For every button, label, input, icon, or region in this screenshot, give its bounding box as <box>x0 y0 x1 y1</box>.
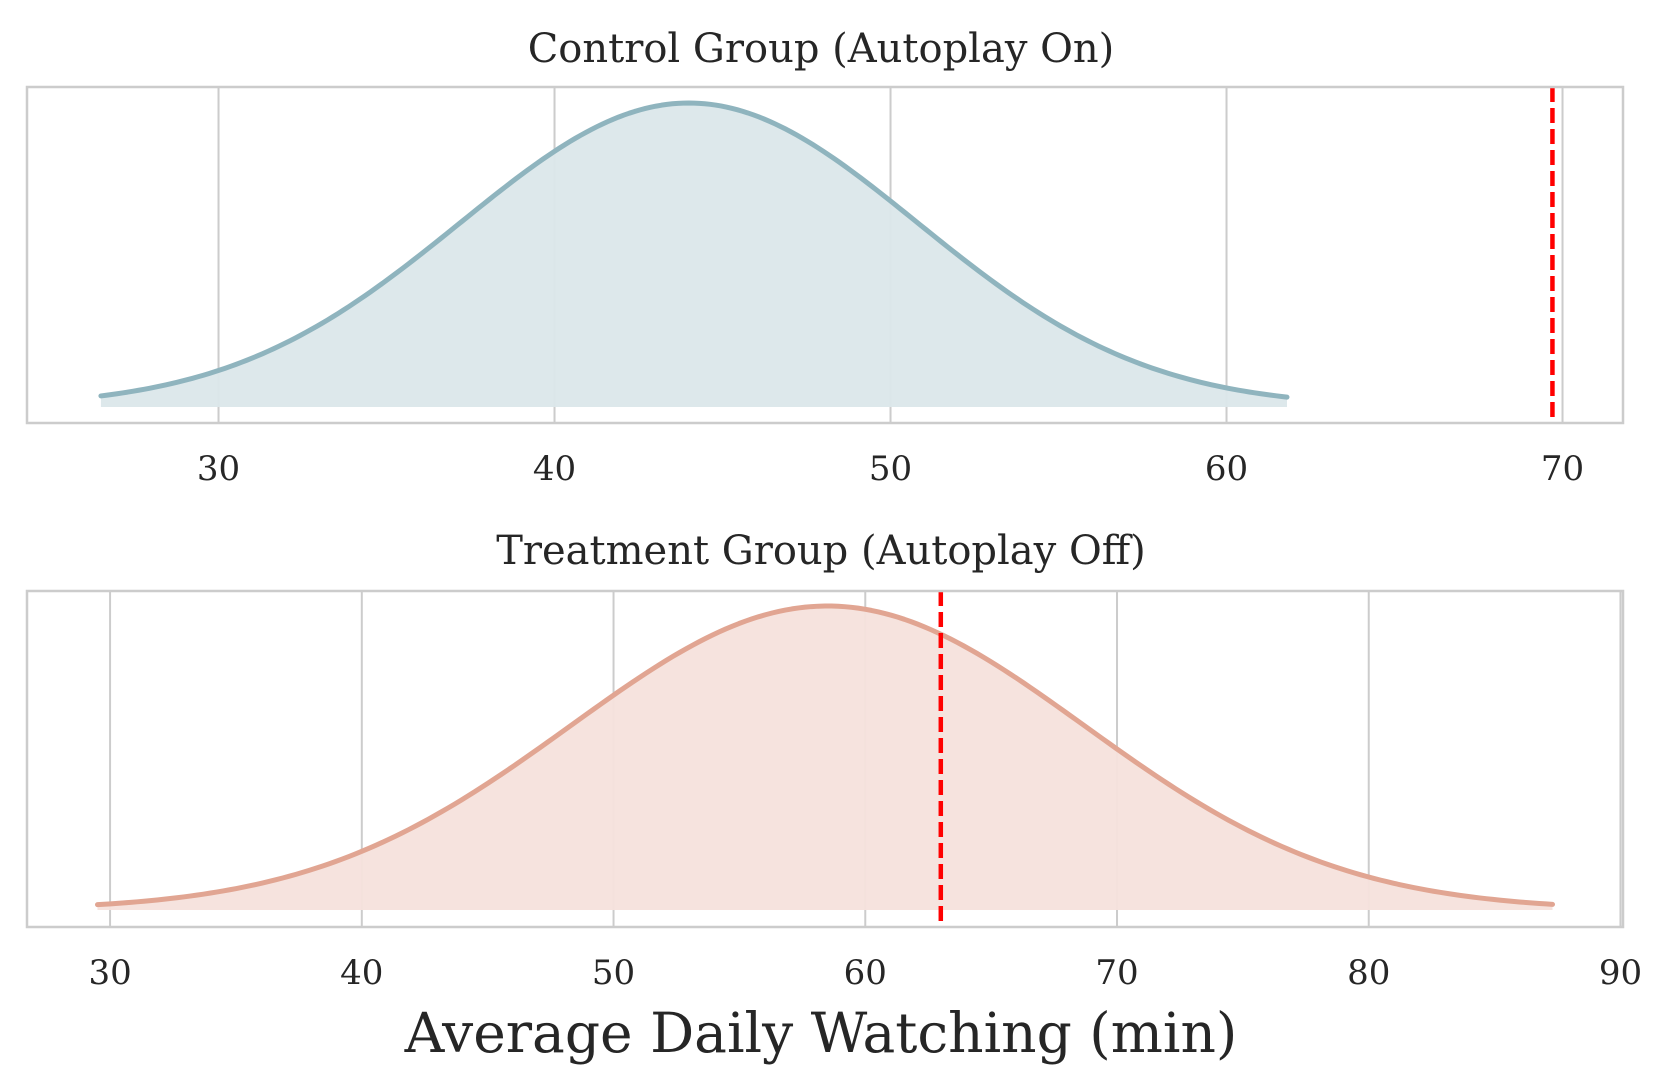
control-x-tick-label: 40 <box>533 449 576 489</box>
control-x-tick-label: 30 <box>197 449 240 489</box>
treatment-density-fill <box>97 606 1553 910</box>
treatment-density-line <box>94 603 1556 908</box>
treatment-x-ticks: 30 40 50 60 70 80 90 <box>88 953 1642 993</box>
treatment-plot-frame <box>25 589 1625 929</box>
x-axis-label: Average Daily Watching (min) <box>404 1001 1238 1065</box>
treatment-x-tick-label: 80 <box>1347 953 1390 993</box>
treatment-group-panel: Treatment Group (Autoplay Off) 30 40 50 60 7… <box>25 528 1642 993</box>
control-x-tick-label: 70 <box>1541 449 1584 489</box>
treatment-x-tick-label: 30 <box>88 953 131 993</box>
treatment-x-tick-label: 90 <box>1599 953 1642 993</box>
treatment-x-tick-label: 60 <box>844 953 887 993</box>
control-group-panel: Control Group (Autoplay On) 30 40 50 60 70 <box>25 26 1625 489</box>
treatment-group-title: Treatment Group (Autoplay Off) <box>496 528 1146 574</box>
control-density-fill <box>100 103 1287 407</box>
treatment-x-tick-label: 50 <box>592 953 635 993</box>
control-density-line <box>98 100 1290 400</box>
control-x-tick-label: 60 <box>1205 449 1248 489</box>
control-plot-frame <box>25 85 1625 425</box>
treatment-x-tick-label: 40 <box>340 953 383 993</box>
control-x-tick-label: 50 <box>869 449 912 489</box>
treatment-x-tick-label: 70 <box>1095 953 1138 993</box>
control-group-title: Control Group (Autoplay On) <box>528 26 1115 72</box>
control-x-ticks: 30 40 50 60 70 <box>197 449 1584 489</box>
